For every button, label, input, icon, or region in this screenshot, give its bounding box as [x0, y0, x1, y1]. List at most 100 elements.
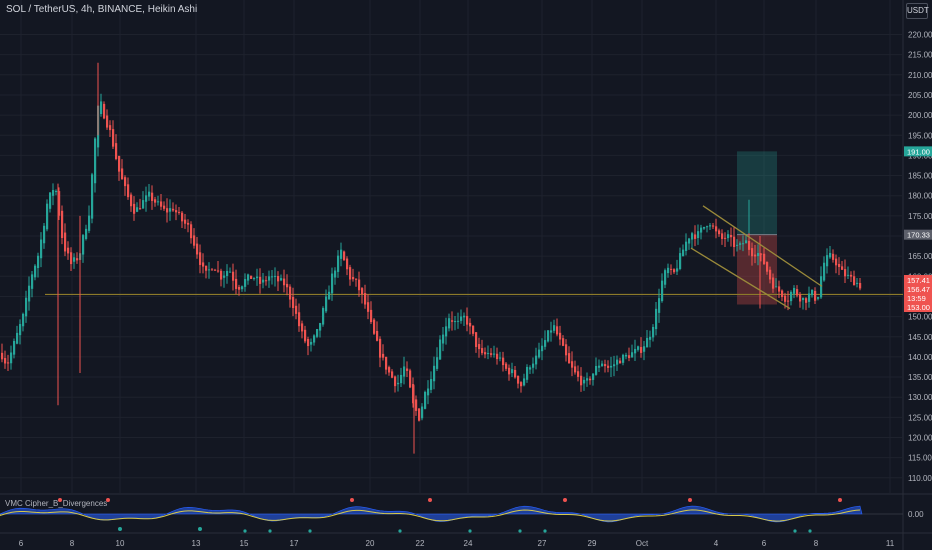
candle-body	[328, 291, 331, 300]
candle-body	[523, 378, 526, 386]
candle-body	[406, 368, 409, 371]
candle-body	[739, 243, 742, 245]
x-tick-label: 10	[116, 539, 125, 548]
channel-lower[interactable]	[690, 247, 791, 310]
candle-body	[568, 353, 571, 364]
candle-body	[694, 234, 697, 239]
y-tick-label: 135.00	[908, 373, 932, 382]
channel-upper[interactable]	[702, 205, 823, 287]
candle-body	[52, 190, 55, 196]
candle-body	[310, 341, 313, 345]
candle-body	[577, 371, 580, 377]
candle-body	[544, 340, 547, 347]
candle-body	[94, 138, 97, 184]
osc-signal-dot	[688, 498, 692, 502]
candle-body	[448, 318, 451, 329]
y-tick-label: 215.00	[908, 51, 932, 60]
y-tick-label: 150.00	[908, 313, 932, 322]
candle-body	[289, 286, 292, 300]
candle-body	[538, 349, 541, 358]
price-channel[interactable]	[690, 205, 823, 310]
candle-body	[217, 270, 220, 272]
candle-body	[400, 374, 403, 384]
x-tick-label: 6	[762, 539, 767, 548]
candle-body	[649, 336, 652, 340]
candle-body	[457, 320, 460, 322]
x-tick-label: 24	[464, 539, 473, 548]
y-tick-label: 140.00	[908, 353, 932, 362]
candle-body	[592, 373, 595, 380]
candle-body	[604, 364, 607, 367]
x-tick-label: 13	[192, 539, 201, 548]
candle-body	[706, 226, 709, 228]
osc-buy-dot	[543, 529, 547, 533]
osc-buy-dot	[308, 529, 312, 533]
indicator-legend[interactable]: VMC Cipher_B_Divergences	[5, 499, 108, 508]
candle-body	[772, 277, 775, 289]
candle-body	[322, 308, 325, 325]
candle-body	[715, 226, 718, 232]
candle-body	[136, 207, 139, 212]
candle-body	[730, 234, 733, 238]
candle-body	[100, 101, 103, 114]
candle-body	[133, 203, 136, 214]
candle-body	[610, 365, 613, 368]
candle-body	[253, 278, 256, 280]
candle-body	[718, 230, 721, 235]
y-tick-label: 120.00	[908, 434, 932, 443]
candle-body	[238, 286, 241, 290]
candle-body	[19, 324, 22, 336]
candle-body	[709, 225, 712, 227]
candle-body	[565, 344, 568, 356]
candle-body	[778, 286, 781, 292]
symbol-header[interactable]: SOL / TetherUS, 4h, BINANCE, Heikin Ashi	[6, 4, 198, 15]
candle-body	[571, 361, 574, 368]
candle-body	[340, 249, 343, 259]
price-tag-bg	[904, 293, 932, 303]
candle-body	[160, 201, 163, 207]
candle-body	[466, 316, 469, 325]
candles-series	[1, 62, 862, 454]
candle-body	[595, 365, 598, 375]
candle-body	[676, 268, 679, 272]
x-tick-label: 29	[588, 539, 597, 548]
candle-body	[619, 360, 622, 364]
candle-body	[700, 227, 703, 233]
candle-body	[64, 232, 67, 252]
position-tool[interactable]	[737, 151, 777, 305]
candle-body	[625, 354, 628, 357]
currency-button[interactable]: USDT	[906, 3, 929, 19]
candle-body	[496, 353, 499, 360]
candle-body	[421, 406, 424, 419]
x-tick-label: 8	[814, 539, 819, 548]
y-tick-label: 210.00	[908, 71, 932, 80]
candle-body	[442, 334, 445, 344]
candle-body	[187, 222, 190, 225]
candle-body	[43, 225, 46, 244]
candle-body	[112, 129, 115, 147]
candle-body	[391, 371, 394, 378]
candle-body	[526, 366, 529, 380]
x-tick-label: 22	[416, 539, 425, 548]
x-tick-label: Oct	[636, 539, 649, 548]
candle-body	[547, 330, 550, 342]
osc-signal-dot	[428, 498, 432, 502]
target-zone[interactable]	[737, 151, 777, 235]
candle-body	[193, 235, 196, 246]
candle-body	[817, 297, 820, 299]
candle-body	[499, 357, 502, 359]
time-axis[interactable]: 6 8 10 13 15 17 20 22 24 27 29 Oct 4 6 8 11	[19, 539, 895, 548]
candle-body	[751, 248, 754, 257]
candle-body	[184, 219, 187, 224]
candle-body	[439, 339, 442, 360]
candle-body	[67, 247, 70, 254]
x-tick-label: 11	[886, 539, 895, 548]
candle-body	[481, 348, 484, 354]
candle-body	[844, 269, 847, 277]
candle-body	[745, 240, 748, 244]
candle-body	[4, 358, 7, 364]
x-tick-label: 20	[366, 539, 375, 548]
